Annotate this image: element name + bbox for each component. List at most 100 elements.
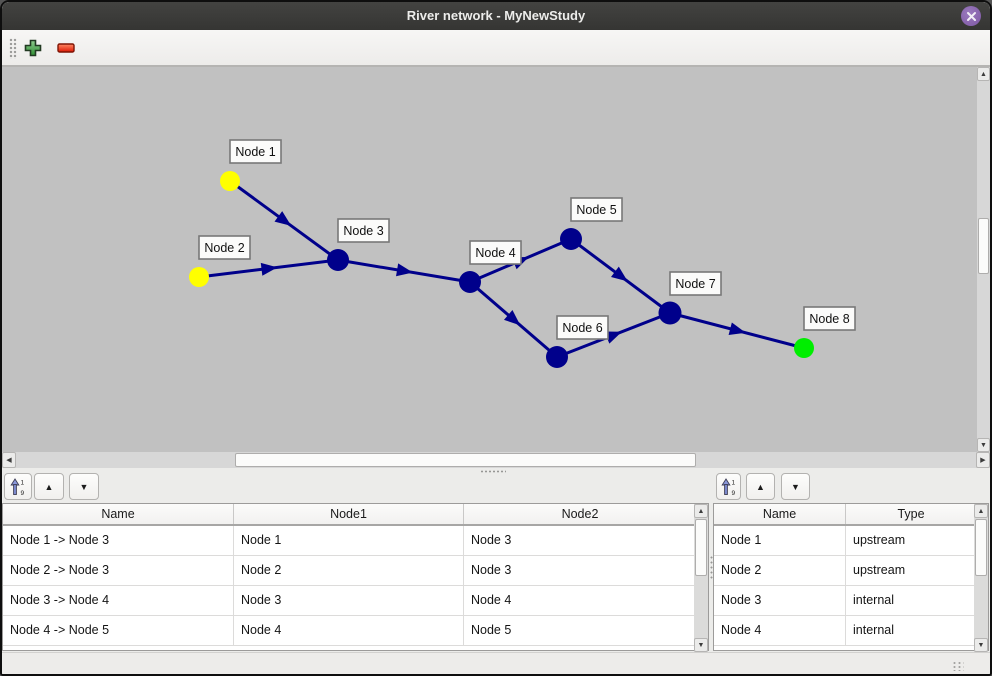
node-node-1[interactable] [220,171,240,191]
svg-text:9: 9 [731,490,735,496]
scroll-right-button[interactable]: ▶ [976,452,990,468]
svg-text:1: 1 [731,479,735,486]
window-title: River network - MyNewStudy [406,8,586,23]
table-cell: internal [853,623,894,637]
sort-ascending-icon: 1 9 [720,477,735,496]
toolbar-grip[interactable] [9,38,17,59]
table-cell: upstream [853,533,906,547]
sort-ascending-icon: 1 9 [10,477,25,496]
table-row[interactable]: Node 3 internal [714,586,988,616]
remove-minus-icon [57,43,75,53]
remove-node-button[interactable] [54,36,78,60]
triangle-up-icon: ▲ [44,481,54,492]
vertical-scroll-thumb[interactable] [695,519,707,576]
table-cell: Node 4 [714,616,846,645]
horizontal-splitter[interactable] [2,468,990,474]
node-label: Node 4 [469,240,522,265]
links-sort-button[interactable]: 1 9 [4,473,32,500]
node-node-6[interactable] [546,346,568,368]
add-plus-icon [24,39,42,57]
table-cell: Node 3 [234,586,464,615]
scroll-up-button[interactable]: ▲ [974,504,988,518]
svg-text:Node 7: Node 7 [675,277,715,291]
scroll-left-button[interactable]: ◀ [2,452,16,468]
horizontal-scroll-thumb[interactable] [235,453,696,467]
close-icon [966,11,976,21]
table-row[interactable]: Node 2 upstream [714,556,988,586]
table-cell: Node 3 [714,586,846,615]
close-button[interactable] [961,6,981,26]
links-table-header: Name Node1 Node2 [3,504,708,526]
node-label: Node 8 [803,306,856,331]
node-node-8[interactable] [794,338,814,358]
flow-arrow-icon [274,211,292,226]
column-header[interactable]: Node1 [234,504,464,524]
canvas-vertical-scrollbar[interactable]: ▲ ▼ [977,67,990,452]
table-cell: Node 3 -> Node 4 [3,586,234,615]
table-cell: Node 1 -> Node 3 [3,526,234,555]
add-node-button[interactable] [21,36,45,60]
node-node-5[interactable] [560,228,582,250]
scroll-down-button[interactable]: ▼ [694,638,708,652]
node-label: Node 2 [198,235,251,260]
links-move-up-button[interactable]: ▲ [34,473,64,500]
triangle-up-icon: ▲ [756,481,765,492]
table-cell: Node 1 [234,526,464,555]
tables-splitter[interactable] [709,503,713,651]
node-node-7[interactable] [658,301,682,325]
column-header[interactable]: Name [3,504,234,524]
node-node-4[interactable] [459,271,481,293]
column-header[interactable]: Node2 [561,507,599,521]
table-cell: Node 2 -> Node 3 [3,556,234,585]
node-label: Node 6 [556,315,609,340]
node-node-3[interactable] [327,249,349,271]
table-row[interactable]: Node 1 -> Node 3 Node 1 Node 3 [3,526,708,556]
nodes-sort-button[interactable]: 1 9 [716,473,741,500]
links-move-down-button[interactable]: ▼ [69,473,99,500]
river-network-diagram: Node 1 Node 2 Node 3 Node 4 Node 5 Node 6 Node… [189,139,856,368]
table-row[interactable]: Node 4 internal [714,616,988,646]
scroll-up-button[interactable]: ▲ [977,67,990,81]
svg-text:1: 1 [21,479,25,486]
table-row[interactable]: Node 3 -> Node 4 Node 3 Node 4 [3,586,708,616]
nodes-move-down-button[interactable]: ▼ [781,473,810,500]
flow-arrow-icon [728,322,746,336]
column-header[interactable]: Type [897,507,925,521]
table-row[interactable]: Node 2 -> Node 3 Node 2 Node 3 [3,556,708,586]
table-cell: Node 2 [714,556,846,585]
status-bar [2,652,990,674]
svg-text:Node 6: Node 6 [562,321,602,335]
splitter-handle-icon [710,555,713,581]
nodes-table-header: Name Type [714,504,988,526]
splitter-handle-icon [480,470,506,473]
flow-arrow-icon [396,263,413,277]
table-cell: Node 4 [234,616,464,645]
network-canvas[interactable]: Node 1 Node 2 Node 3 Node 4 Node 5 Node 6 Node… [2,67,977,452]
titlebar[interactable]: River network - MyNewStudy [2,2,990,30]
table-cell: Node 5 [471,623,512,637]
flow-arrow-icon [503,310,521,326]
table-cell: Node 4 [471,593,512,607]
scroll-down-button[interactable]: ▼ [974,638,988,652]
vertical-scroll-thumb[interactable] [978,218,989,274]
column-header[interactable]: Name [714,504,846,524]
table-cell: Node 3 [471,533,512,547]
table-cell: Node 1 [714,526,846,555]
node-node-2[interactable] [189,267,209,287]
svg-text:9: 9 [21,490,25,496]
scroll-up-button[interactable]: ▲ [694,504,708,518]
triangle-down-icon: ▼ [791,481,800,492]
main-toolbar [2,30,990,67]
node-label: Node 5 [570,197,623,222]
nodes-table-scrollbar[interactable]: ▲ ▼ [974,504,988,652]
flow-arrow-icon [260,262,278,276]
nodes-move-up-button[interactable]: ▲ [746,473,775,500]
vertical-scroll-thumb[interactable] [975,519,987,576]
links-table-scrollbar[interactable]: ▲ ▼ [694,504,708,652]
scroll-down-button[interactable]: ▼ [977,438,990,452]
table-row[interactable]: Node 1 upstream [714,526,988,556]
table-row[interactable]: Node 4 -> Node 5 Node 4 Node 5 [3,616,708,646]
svg-text:Node 4: Node 4 [475,246,515,260]
resize-grip[interactable] [952,661,964,671]
canvas-horizontal-scrollbar[interactable]: ◀ ▶ [2,452,990,468]
